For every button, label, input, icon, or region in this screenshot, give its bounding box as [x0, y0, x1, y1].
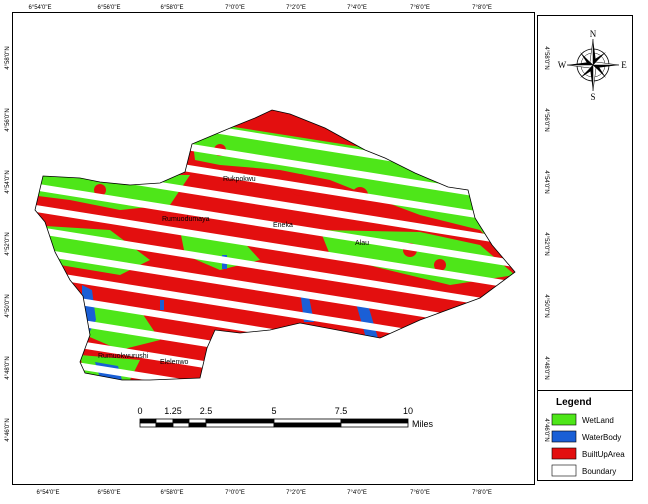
legend-swatch-boundary [551, 464, 577, 477]
boundary-stripe [35, 224, 515, 313]
legend-title: Legend [556, 397, 592, 408]
lon-label: 7°4'0"E [347, 490, 367, 496]
lon-label: 7°0'0"E [225, 5, 245, 11]
lat-label: 4°54'0"N [543, 170, 549, 193]
longitude-labels-top: 6°54'0"E 6°56'0"E 6°58'0"E 7°0'0"E 7°2'0… [28, 5, 491, 11]
lat-label: 4°56'0"N [5, 108, 11, 131]
lat-label: 4°58'0"N [5, 46, 11, 69]
lat-label: 4°48'0"N [5, 356, 11, 379]
compass-s: S [590, 92, 595, 102]
lon-label: 6°54'0"E [36, 490, 59, 496]
builtup-patch [434, 259, 446, 271]
town-label: Eneka [273, 222, 293, 229]
latitude-labels-right: 4°58'0"N 4°56'0"N 4°54'0"N 4°52'0"N 4°50… [543, 46, 549, 441]
lat-label: 4°52'0"N [543, 232, 549, 255]
legend-label: BuiltUpArea [582, 450, 625, 459]
scale-label: 10 [403, 406, 413, 416]
lon-label: 7°2'0"E [286, 5, 306, 11]
scale-bar: 0 1.25 2.5 5 7.5 10 Miles [137, 406, 433, 429]
lon-label: 7°0'0"E [225, 490, 245, 496]
town-label: Rumuokwurushi [98, 353, 149, 360]
longitude-labels-bottom: 6°54'0"E 6°56'0"E 6°58'0"E 7°0'0"E 7°2'0… [36, 490, 491, 496]
lat-label: 4°46'0"N [5, 418, 11, 441]
scale-label: 0 [137, 406, 142, 416]
lon-label: 7°2'0"E [286, 490, 306, 496]
lat-label: 4°52'0"N [5, 232, 11, 255]
legend-label: WetLand [582, 416, 614, 425]
lat-label: 4°56'0"N [543, 108, 549, 131]
town-label: Alau [355, 240, 369, 247]
waterbody-patch [160, 300, 164, 310]
lon-label: 7°8'0"E [472, 490, 492, 496]
compass-n: N [590, 29, 597, 39]
compass-e: E [621, 60, 627, 70]
legend-label: Boundary [582, 467, 616, 476]
side-panel-frame [537, 15, 633, 481]
scale-label: 1.25 [164, 406, 182, 416]
legend-swatch-wetland [551, 413, 577, 426]
boundary-stripe [35, 245, 515, 335]
lon-label: 6°54'0"E [28, 5, 51, 11]
lat-label: 4°50'0"N [543, 294, 549, 317]
lat-label: 4°58'0"N [543, 46, 549, 69]
lon-label: 6°58'0"E [160, 5, 183, 11]
scale-unit: Miles [412, 419, 434, 429]
lat-label: 4°48'0"N [543, 356, 549, 379]
wetland-patch [190, 120, 500, 250]
boundary-stripe [35, 181, 515, 270]
lon-label: 6°56'0"E [97, 490, 120, 496]
scale-label: 2.5 [200, 406, 213, 416]
scale-label: 5 [271, 406, 276, 416]
boundary-stripe [35, 353, 515, 380]
study-area-boundary [34, 109, 516, 381]
lat-label: 4°54'0"N [5, 170, 11, 193]
legend: Legend WetLand WaterBody BuiltUpArea Bou… [551, 397, 625, 477]
lon-label: 7°6'0"E [410, 490, 430, 496]
lat-label: 4°46'0"N [543, 418, 549, 441]
lon-label: 7°8'0"E [472, 5, 492, 11]
lon-label: 7°6'0"E [410, 5, 430, 11]
legend-swatch-builtup [551, 447, 577, 460]
latitude-labels-left: 4°58'0"N 4°56'0"N 4°54'0"N 4°52'0"N 4°50… [5, 46, 11, 441]
town-label: Elelenwo [160, 359, 189, 366]
builtup-patch [94, 184, 106, 196]
scale-label: 7.5 [335, 406, 348, 416]
boundary-stripe [35, 202, 515, 292]
compass-w: W [558, 60, 567, 70]
lon-label: 6°56'0"E [97, 5, 120, 11]
lat-label: 4°50'0"N [5, 294, 11, 317]
legend-swatch-waterbody [551, 430, 577, 443]
town-label: Rumuodumaya [162, 216, 210, 223]
north-arrow-icon: N S E W [558, 29, 628, 102]
lon-label: 7°4'0"E [347, 5, 367, 11]
town-label: Rukpokwu [223, 176, 256, 183]
lon-label: 6°58'0"E [160, 490, 183, 496]
town-labels: Rukpokwu Rumuodumaya Eneka Alau Rumuokwu… [98, 176, 369, 366]
legend-label: WaterBody [582, 433, 621, 442]
